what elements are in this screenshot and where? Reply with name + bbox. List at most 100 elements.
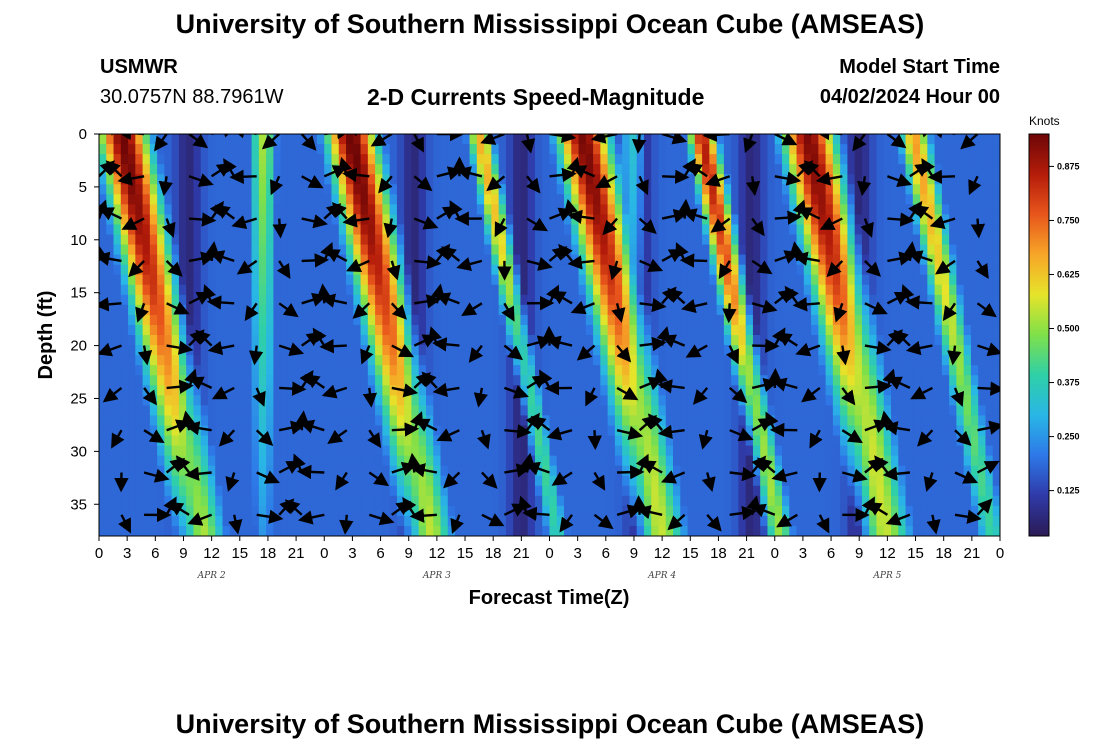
heatmap-cell [527, 154, 536, 165]
heatmap-cell [375, 314, 383, 326]
heatmap-cell [396, 405, 405, 416]
heatmap-cell [978, 415, 987, 427]
heatmap-cell [978, 525, 987, 536]
heatmap-cell [891, 385, 899, 396]
heatmap-cell [578, 435, 587, 447]
heatmap-cell [229, 395, 238, 406]
heatmap-cell [316, 455, 325, 467]
heatmap-cell [237, 134, 245, 145]
heatmap-cell [912, 445, 921, 457]
heatmap-cell [752, 415, 761, 427]
heatmap-cell [556, 194, 565, 205]
heatmap-cell [992, 485, 1000, 497]
heatmap-cell [738, 415, 747, 427]
heatmap-cell [782, 505, 790, 517]
heatmap-cell [709, 465, 718, 477]
heatmap-cell [905, 324, 914, 336]
heatmap-cell [491, 144, 500, 155]
heatmap-cell [731, 184, 740, 195]
heatmap-cell [992, 284, 1000, 296]
heatmap-cell [316, 425, 325, 437]
heatmap-cell [796, 284, 805, 296]
heatmap-cell [774, 194, 783, 205]
heatmap-cell [607, 304, 616, 316]
heatmap-cell [171, 525, 180, 536]
heatmap-cell [404, 415, 413, 427]
heatmap-cell [505, 445, 514, 457]
heatmap-cell [556, 345, 565, 356]
heatmap-cell [542, 174, 551, 185]
heatmap-cell [549, 395, 558, 406]
heatmap-cell [731, 174, 740, 185]
heatmap-cell [149, 204, 158, 215]
heatmap-cell [324, 375, 333, 386]
heatmap-cell [222, 254, 231, 266]
heatmap-cell [338, 435, 347, 447]
heatmap-cell [782, 184, 790, 195]
heatmap-cell [157, 274, 165, 286]
heatmap-cell [186, 435, 195, 447]
heatmap-cell [687, 385, 696, 396]
heatmap-cell [752, 425, 761, 437]
heatmap-cell [803, 234, 812, 246]
heatmap-cell [491, 525, 500, 536]
heatmap-cell [534, 425, 543, 437]
heatmap-cell [825, 475, 834, 487]
heatmap-cell [157, 365, 165, 376]
heatmap-cell [120, 234, 129, 246]
heatmap-cell [200, 314, 209, 326]
heatmap-cell [963, 385, 972, 396]
heatmap-cell [970, 284, 979, 296]
heatmap-cell [389, 355, 398, 366]
heatmap-cell [266, 385, 274, 396]
heatmap-cell [825, 395, 834, 406]
heatmap-cell [149, 304, 158, 316]
heatmap-cell [992, 314, 1000, 326]
heatmap-cell [832, 515, 841, 527]
heatmap-cell [527, 485, 536, 497]
heatmap-cell [600, 314, 609, 326]
heatmap-cell [113, 184, 122, 195]
current-arrow [99, 472, 100, 474]
heatmap-cell [622, 485, 631, 497]
heatmap-cell [527, 405, 536, 416]
heatmap-cell [346, 214, 354, 226]
heatmap-cell [716, 385, 725, 396]
heatmap-cell [149, 134, 158, 145]
heatmap-cell [440, 154, 449, 165]
heatmap-cell [193, 475, 202, 487]
heatmap-cell [818, 425, 827, 437]
heatmap-cell [702, 244, 710, 256]
heatmap-cell [847, 304, 856, 316]
heatmap-cell [258, 244, 267, 256]
heatmap-cell [273, 345, 282, 356]
heatmap-cell [135, 154, 144, 165]
heatmap-cell [992, 515, 1000, 527]
heatmap-cell [99, 495, 107, 507]
heatmap-cell [527, 314, 536, 326]
heatmap-cell [178, 254, 187, 266]
heatmap-cell [549, 365, 558, 376]
heatmap-cell [789, 435, 798, 447]
heatmap-cell [796, 304, 805, 316]
heatmap-cell [840, 284, 849, 296]
heatmap-cell [687, 495, 696, 507]
heatmap-cell [607, 375, 616, 386]
heatmap-cell [607, 425, 616, 437]
heatmap-cell [178, 445, 187, 457]
heatmap-cell [513, 445, 522, 457]
heatmap-cell [404, 425, 413, 437]
heatmap-cell [854, 445, 863, 457]
heatmap-cell [832, 144, 841, 155]
heatmap-cell [636, 375, 645, 386]
heatmap-cell [607, 214, 616, 226]
heatmap-cell [854, 335, 863, 346]
heatmap-cell [469, 335, 478, 346]
heatmap-cell [287, 435, 296, 447]
heatmap-cell [178, 224, 187, 236]
heatmap-cell [244, 445, 253, 457]
heatmap-cell [513, 244, 522, 256]
heatmap-cell [978, 284, 987, 296]
heatmap-cell [171, 345, 180, 356]
heatmap-cell [273, 294, 282, 306]
